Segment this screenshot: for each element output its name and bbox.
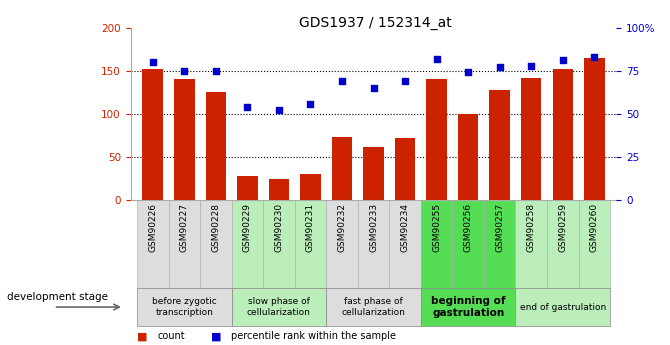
Text: development stage: development stage	[7, 292, 108, 302]
Bar	[553, 69, 573, 200]
Text: before zygotic
transcription: before zygotic transcription	[152, 297, 216, 317]
Text: ■: ■	[137, 332, 147, 341]
Bar	[395, 138, 415, 200]
Text: end of gastrulation: end of gastrulation	[520, 303, 606, 312]
Bar	[584, 58, 604, 200]
Text: beginning of
gastrulation: beginning of gastrulation	[431, 296, 505, 318]
Text: percentile rank within the sample: percentile rank within the sample	[230, 332, 396, 341]
Point	[179, 68, 190, 73]
Point	[526, 63, 537, 68]
Bar	[426, 79, 447, 200]
Point	[336, 78, 347, 84]
Point	[589, 54, 600, 60]
Point	[242, 104, 253, 110]
Bar	[300, 174, 321, 200]
Point	[273, 108, 284, 113]
Text: count: count	[157, 332, 185, 341]
Bar	[174, 79, 194, 200]
Text: GDS1937 / 152314_at: GDS1937 / 152314_at	[299, 16, 452, 30]
Point	[369, 85, 379, 91]
Bar	[521, 78, 541, 200]
Point	[431, 56, 442, 61]
Bar	[269, 179, 289, 200]
Point	[210, 68, 221, 73]
Bar	[237, 176, 257, 200]
Point	[147, 59, 158, 65]
Point	[400, 78, 411, 84]
Bar	[458, 114, 478, 200]
Point	[463, 70, 474, 75]
Text: ■: ■	[210, 332, 221, 341]
Bar	[332, 137, 352, 200]
Point	[557, 58, 568, 63]
Point	[305, 101, 316, 106]
Bar	[363, 147, 384, 200]
Text: slow phase of
cellularization: slow phase of cellularization	[247, 297, 311, 317]
Text: fast phase of
cellularization: fast phase of cellularization	[342, 297, 405, 317]
Bar	[143, 69, 163, 200]
Bar	[490, 90, 510, 200]
Bar	[206, 92, 226, 200]
Point	[494, 65, 505, 70]
